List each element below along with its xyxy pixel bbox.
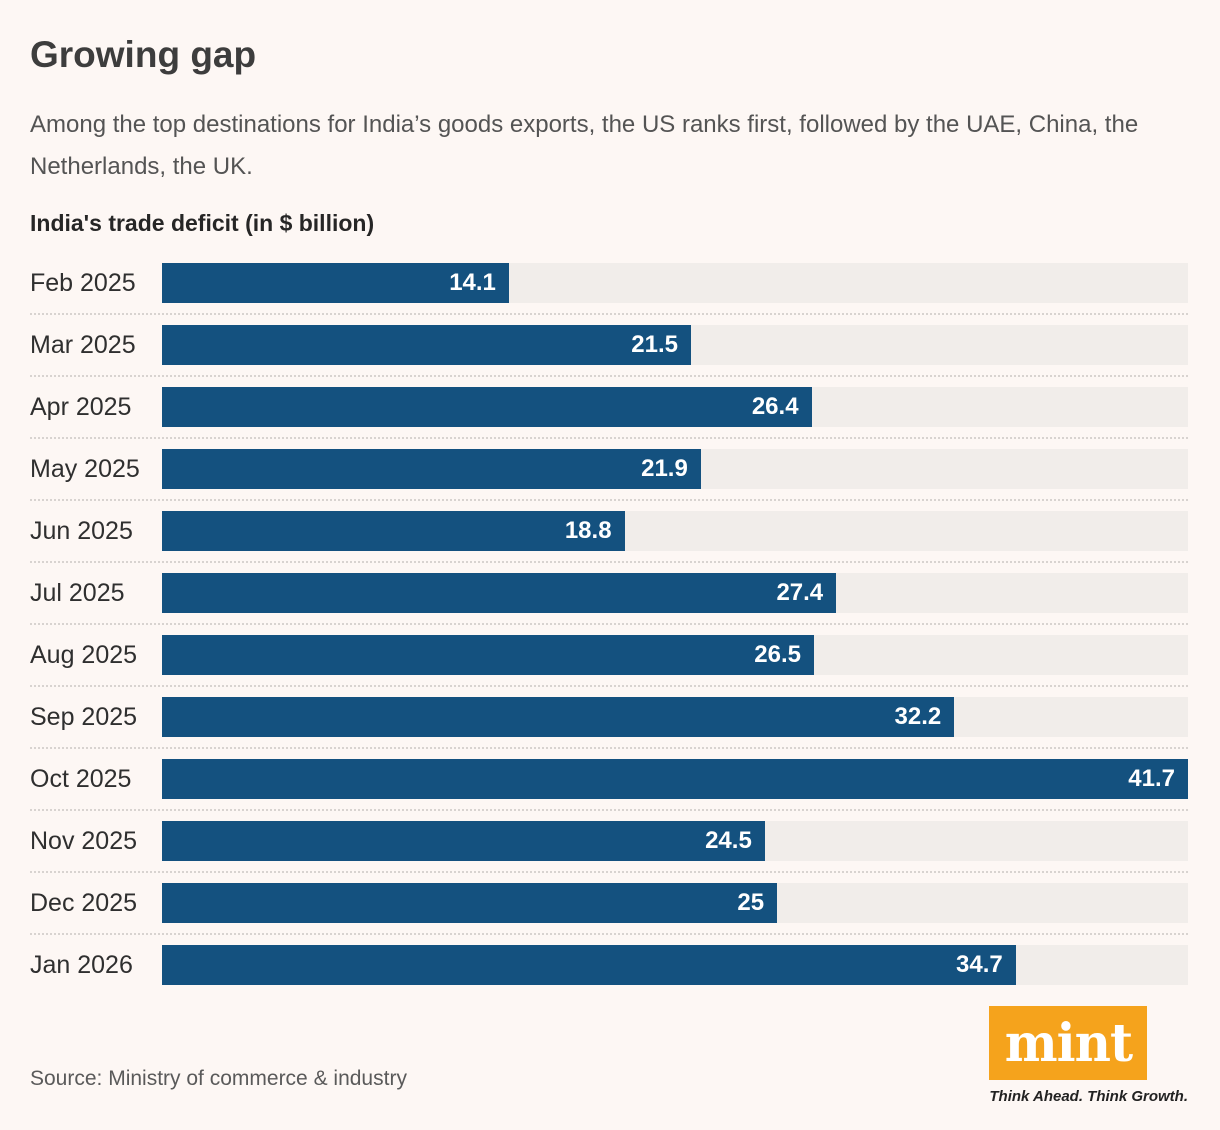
bar-track: 21.5 xyxy=(162,325,1188,365)
bar: 27.4 xyxy=(162,573,837,613)
bar-track: 34.7 xyxy=(162,945,1188,985)
bar: 26.5 xyxy=(162,635,814,675)
mint-logo-wordmark: mint xyxy=(1004,1011,1133,1074)
category-label: Jan 2026 xyxy=(30,950,133,979)
chart-row: Mar 2025 21.5 xyxy=(30,315,1188,377)
bar-track: 41.7 xyxy=(162,759,1188,799)
category-label: Aug 2025 xyxy=(30,640,138,669)
source-note: Source: Ministry of commerce & industry xyxy=(30,1067,407,1090)
chart-row: Jun 2025 18.8 xyxy=(30,501,1188,563)
mint-logo: mint xyxy=(989,1006,1148,1080)
bar: 25 xyxy=(162,883,778,923)
mint-tagline: Think Ahead. Think Growth. xyxy=(989,1088,1188,1105)
chart-row: Dec 2025 25 xyxy=(30,873,1188,935)
chart-row: Feb 2025 14.1 xyxy=(30,253,1188,315)
chart-title: India's trade deficit (in $ billion) xyxy=(30,210,375,236)
bar-track: 26.5 xyxy=(162,635,1188,675)
trade-deficit-bar-chart: Feb 2025 14.1 Mar 2025 21.5 Apr 2025 26.4 May … xyxy=(30,253,1188,995)
category-label: May 2025 xyxy=(30,454,140,483)
bar: 18.8 xyxy=(162,511,625,551)
bar-track: 26.4 xyxy=(162,387,1188,427)
bar-value-label: 27.4 xyxy=(776,579,824,606)
bar-track: 21.9 xyxy=(162,449,1188,489)
bar: 26.4 xyxy=(162,387,812,427)
bar: 24.5 xyxy=(162,821,765,861)
bar-value-label: 34.7 xyxy=(956,951,1003,978)
chart-row: Apr 2025 26.4 xyxy=(30,377,1188,439)
bar-track: 14.1 xyxy=(162,263,1188,303)
bar-track: 27.4 xyxy=(162,573,1188,613)
bar: 32.2 xyxy=(162,697,955,737)
page-title: Growing gap xyxy=(30,34,257,75)
chart-row: Aug 2025 26.5 xyxy=(30,625,1188,687)
bar: 21.5 xyxy=(162,325,691,365)
chart-row: Nov 2025 24.5 xyxy=(30,811,1188,873)
category-label: Jun 2025 xyxy=(30,516,133,545)
bar: 34.7 xyxy=(162,945,1016,985)
bar: 14.1 xyxy=(162,263,509,303)
category-label: Dec 2025 xyxy=(30,888,138,917)
chart-row: Oct 2025 41.7 xyxy=(30,749,1188,811)
bar-value-label: 26.4 xyxy=(751,393,799,420)
bar-value-label: 32.2 xyxy=(894,703,942,730)
bar-value-label: 14.1 xyxy=(449,269,496,296)
bar-value-label: 26.5 xyxy=(754,641,801,668)
category-label: Oct 2025 xyxy=(30,764,132,793)
bar-track: 18.8 xyxy=(162,511,1188,551)
chart-row: Sep 2025 32.2 xyxy=(30,687,1188,749)
bar-value-label: 21.9 xyxy=(641,455,688,482)
category-label: Nov 2025 xyxy=(30,826,138,855)
bar: 41.7 xyxy=(162,759,1188,799)
category-label: Apr 2025 xyxy=(30,392,132,421)
bar-value-label: 41.7 xyxy=(1128,765,1175,792)
bar-value-label: 18.8 xyxy=(564,517,612,544)
bar-value-label: 21.5 xyxy=(631,331,678,358)
bar-value-label: 24.5 xyxy=(705,827,752,854)
bar-track: 32.2 xyxy=(162,697,1188,737)
chart-row: May 2025 21.9 xyxy=(30,439,1188,501)
category-label: Mar 2025 xyxy=(30,330,136,359)
mint-brand-block: mint Think Ahead. Think Growth. xyxy=(989,1006,1188,1105)
bar: 21.9 xyxy=(162,449,701,489)
bar-value-label: 25 xyxy=(737,889,765,916)
chart-row: Jan 2026 34.7 xyxy=(30,935,1188,995)
bar-track: 25 xyxy=(162,883,1188,923)
bar-track: 24.5 xyxy=(162,821,1188,861)
chart-row: Jul 2025 27.4 xyxy=(30,563,1188,625)
page-subtitle: Among the top destinations for India’s g… xyxy=(30,111,1139,180)
footer: Source: Ministry of commerce & industry … xyxy=(30,1006,1188,1105)
category-label: Jul 2025 xyxy=(30,578,125,607)
category-label: Sep 2025 xyxy=(30,702,138,731)
category-label: Feb 2025 xyxy=(30,268,136,297)
